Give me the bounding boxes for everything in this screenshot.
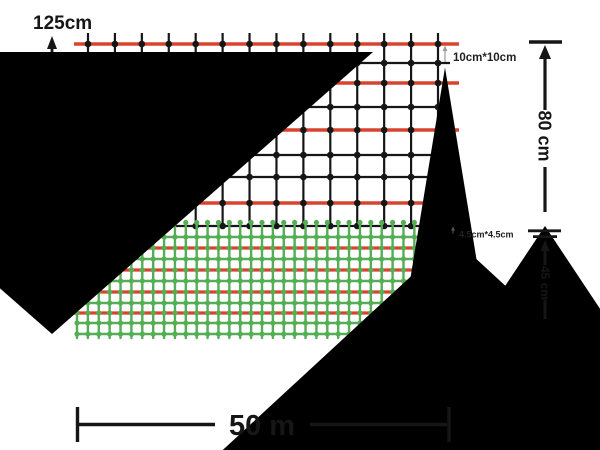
bottom-section-height-label: 45 cm xyxy=(538,266,552,300)
total-height-label: 125cm xyxy=(33,13,92,34)
total-length-label: 50 m xyxy=(229,410,295,442)
top-mesh-size-label: 10cm*10cm xyxy=(453,52,516,64)
top-section-height-label: 80 cm xyxy=(535,110,555,161)
bottom-mesh-size-label: 4.5cm*4.5cm xyxy=(459,230,514,240)
dimension-arrows xyxy=(0,36,600,450)
